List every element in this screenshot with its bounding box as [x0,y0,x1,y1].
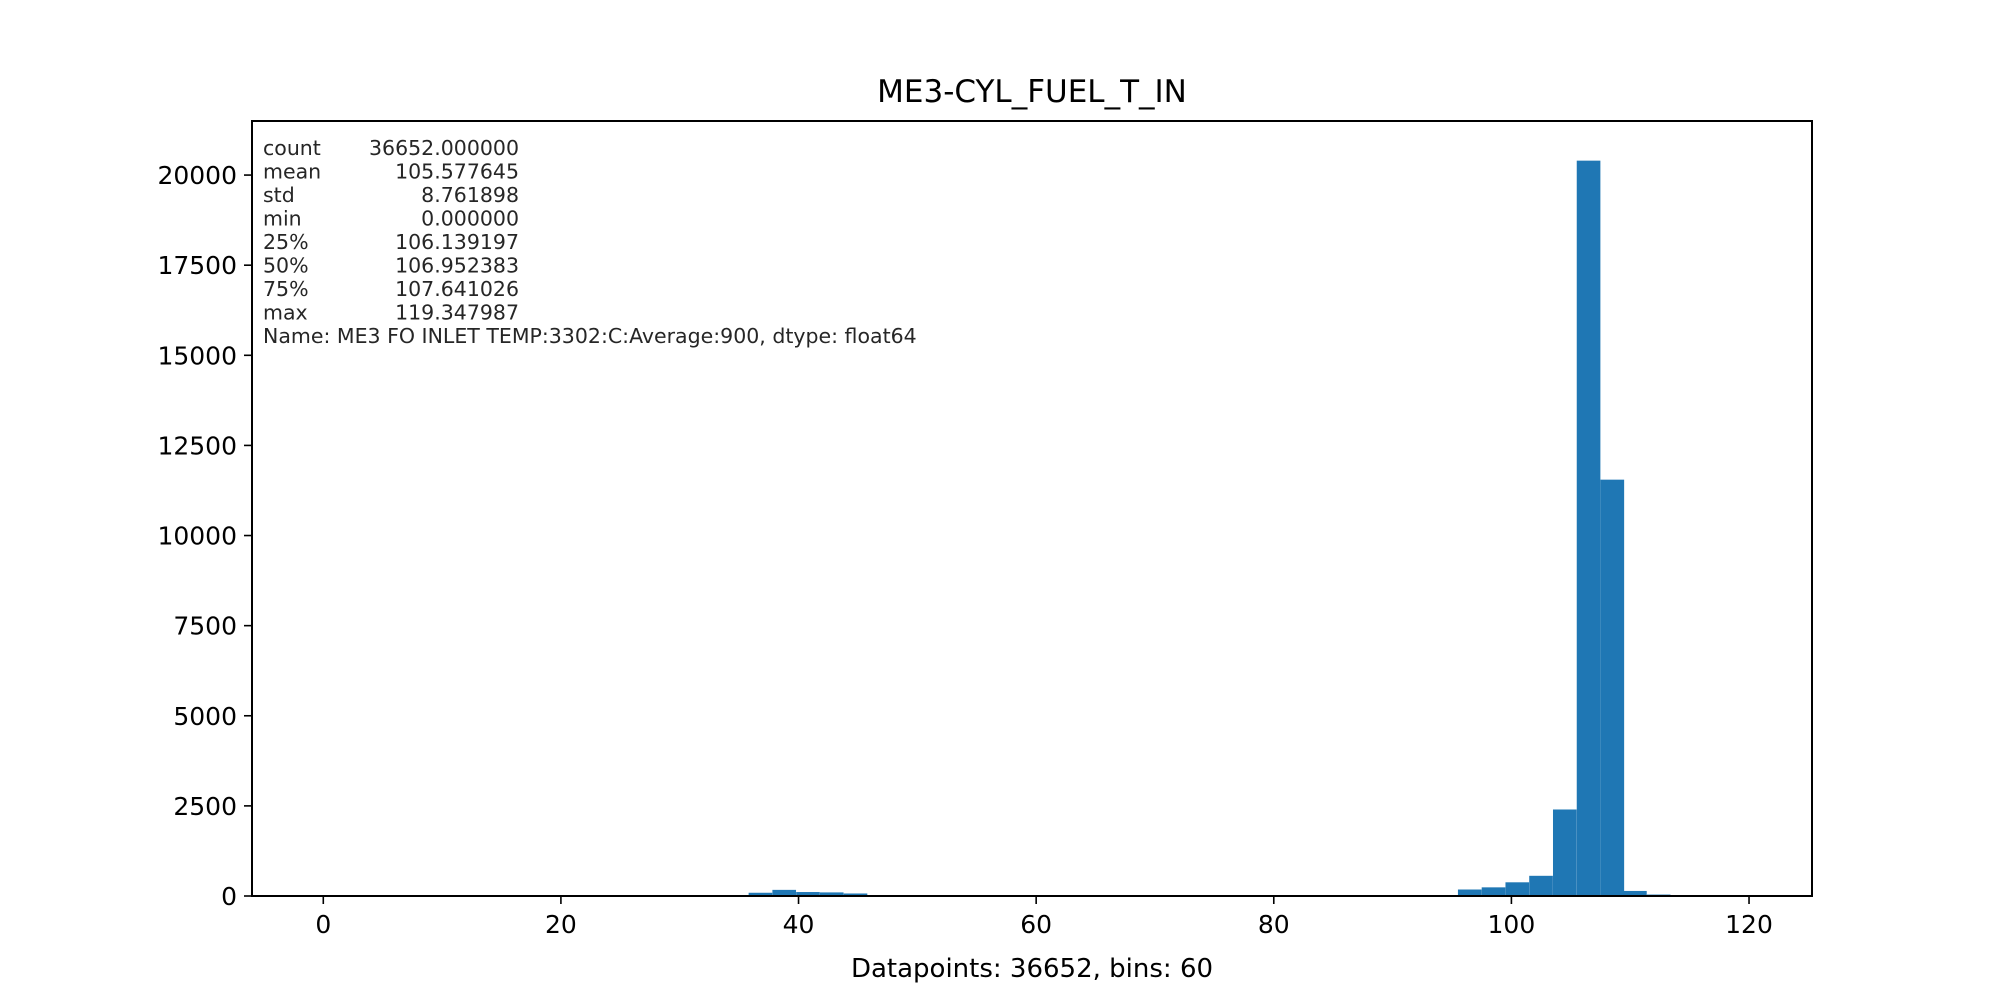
histogram-bar-3 [819,892,844,896]
y-tick-label: 5000 [173,702,237,731]
histogram-bar-0 [748,892,773,896]
y-tick-label: 0 [221,882,237,911]
x-tick-label: 120 [1725,910,1773,939]
histogram-bar-5 [1457,889,1482,896]
stats-key: mean [263,160,321,184]
stats-value: 36652.000000 [369,136,519,160]
histogram-bar-2 [796,892,820,896]
histogram-bar-11 [1600,479,1625,896]
histogram-bar-10 [1576,160,1601,896]
x-tick-label: 0 [315,910,331,939]
histogram-bar-4 [843,893,868,896]
stats-key: 25% [263,230,309,254]
stats-footer: Name: ME3 FO INLET TEMP:3302:C:Average:9… [263,324,917,348]
x-tick-label: 100 [1488,910,1536,939]
chart-title: ME3-CYL_FUEL_T_IN [877,74,1187,110]
stats-key: 50% [263,254,309,278]
histogram-bars [748,160,1671,896]
y-tick-label: 17500 [157,251,237,280]
histogram-bar-9 [1552,809,1577,896]
stats-value: 8.761898 [421,183,519,207]
stats-value: 107.641026 [395,277,519,301]
histogram-bar-6 [1481,887,1506,896]
stats-value: 105.577645 [395,160,519,184]
plot-frame [251,120,1813,897]
summary-statistics: count 36652.000000 mean 105.577645 std 8.7618… [263,136,917,348]
stats-key: max [263,301,308,325]
x-tick-label: 60 [1020,910,1052,939]
y-tick-label: 20000 [157,161,237,190]
y-tick-label: 12500 [157,431,237,460]
stats-key: min [263,207,302,231]
stats-value: 0.000000 [421,207,519,231]
stats-key: std [263,183,295,207]
y-tick-label: 7500 [173,612,237,641]
stats-key: 75% [263,277,309,301]
y-tick-label: 15000 [157,341,237,370]
y-axis-ticks: 0 2500 5000 7500 10000 12500 15000 17500 20000 [157,161,252,911]
x-tick-label: 80 [1258,910,1290,939]
x-tick-label: 40 [783,910,815,939]
stats-value: 106.139197 [395,230,519,254]
stats-key: count [263,136,321,160]
x-axis-ticks: 0 20 40 60 80 100 120 [315,896,1773,939]
y-tick-label: 2500 [173,792,237,821]
y-tick-label: 10000 [157,522,237,551]
x-tick-label: 20 [545,910,577,939]
histogram-bar-7 [1505,882,1530,896]
histogram-bar-1 [772,889,797,896]
histogram-bar-12 [1623,890,1647,896]
stats-value: 119.347987 [395,301,519,325]
stats-value: 106.952383 [395,254,519,278]
x-axis-label: Datapoints: 36652, bins: 60 [851,954,1213,984]
histogram-bar-8 [1529,875,1553,896]
